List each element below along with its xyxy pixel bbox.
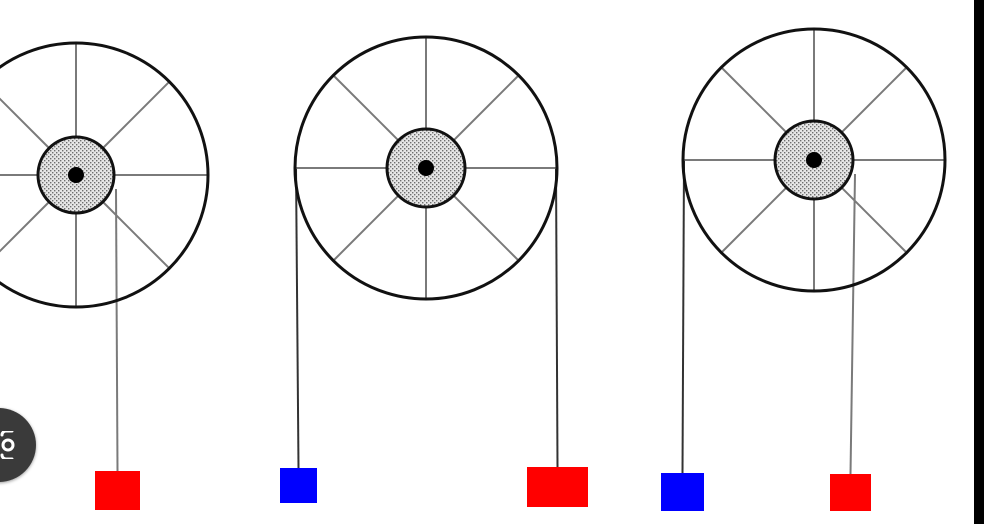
red-mass	[95, 471, 140, 510]
pulley-2	[293, 35, 559, 301]
spoke	[720, 186, 788, 254]
pulley-rim	[681, 27, 947, 293]
pulley-rim	[293, 35, 559, 301]
spoke	[452, 194, 520, 262]
spoke	[0, 97, 50, 149]
screen-edge-bar	[974, 0, 984, 524]
spoke	[452, 74, 520, 142]
spoke	[332, 74, 400, 142]
rope	[849, 173, 856, 475]
pulley-3	[681, 27, 947, 293]
rope	[681, 159, 685, 474]
spoke	[102, 201, 171, 270]
google-lens-icon	[0, 431, 15, 459]
spoke	[0, 201, 50, 253]
spoke	[840, 186, 908, 254]
axle	[418, 160, 434, 176]
red-mass	[830, 474, 871, 511]
spoke	[102, 80, 171, 149]
rope	[115, 188, 119, 472]
pulley-1	[0, 41, 210, 309]
spoke	[840, 66, 908, 134]
rope	[555, 167, 559, 468]
red-mass	[527, 467, 588, 507]
pulley-rim	[0, 41, 210, 309]
spoke	[332, 194, 400, 262]
spoke	[720, 66, 788, 134]
rope	[295, 167, 300, 469]
blue-mass	[280, 468, 317, 503]
blue-mass	[661, 473, 704, 511]
axle	[806, 152, 822, 168]
axle	[68, 167, 84, 183]
